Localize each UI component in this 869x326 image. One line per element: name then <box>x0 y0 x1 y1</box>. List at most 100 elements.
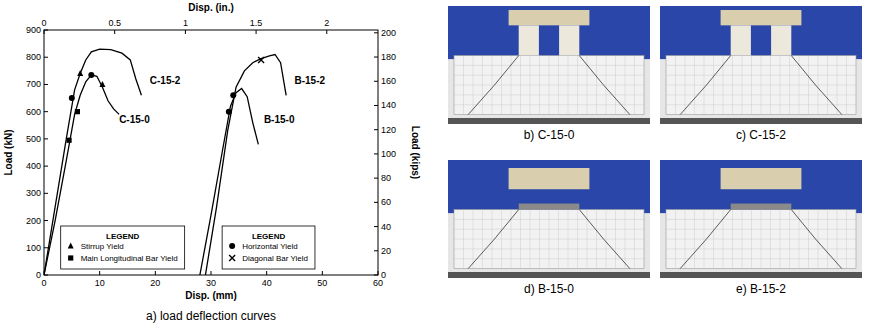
beam <box>666 56 856 115</box>
y2-tick <box>374 153 378 154</box>
x2-tick <box>256 30 257 34</box>
x-tick <box>155 271 156 275</box>
y2-tick-label: 80 <box>381 173 391 183</box>
yield-marker <box>66 138 71 143</box>
grid-line <box>666 219 856 220</box>
yield-marker <box>226 109 232 115</box>
y2-tick-label: 100 <box>381 149 396 159</box>
legend-label: Diagonal Bar Yield <box>242 254 308 263</box>
y-tick-label: 900 <box>26 25 41 35</box>
y2-tick <box>374 129 378 130</box>
load-frame <box>509 10 590 25</box>
x2-tick-label: 0 <box>41 18 46 28</box>
y-tick-label: 400 <box>26 161 41 171</box>
y2-tick <box>374 226 378 227</box>
y2-tick <box>374 178 378 179</box>
legend-box <box>222 226 315 269</box>
y2-tick-label: 180 <box>381 52 396 62</box>
legend: LEGENDStirrup YieldMain Longitudinal Bar… <box>61 226 185 269</box>
grid-line <box>454 258 644 259</box>
plot-frame <box>44 30 378 275</box>
grid-line <box>666 104 856 105</box>
grid-line <box>454 219 644 220</box>
crack <box>680 56 731 115</box>
y-tick-label: 300 <box>26 188 41 198</box>
specimen-photo: d) B-15-0 <box>448 160 650 296</box>
legend-title: LEGEND <box>252 232 286 241</box>
legend-marker <box>229 243 235 249</box>
floor <box>660 272 862 278</box>
load-post <box>731 25 751 55</box>
legend-marker <box>229 255 235 261</box>
yield-marker <box>230 92 236 98</box>
backdrop <box>448 160 650 213</box>
load-post <box>559 25 579 55</box>
grid-line <box>666 94 856 95</box>
curve-label: C-15-2 <box>150 75 181 86</box>
x-tick-label: 30 <box>206 278 216 288</box>
legend-label: Horizontal Yield <box>242 242 298 251</box>
grid-line <box>454 229 644 230</box>
x2-tick-label: 0.5 <box>108 18 121 28</box>
legend-box <box>61 226 185 269</box>
yield-marker <box>77 70 83 76</box>
x-tick <box>211 271 212 275</box>
y-tick <box>44 247 48 248</box>
crack <box>680 210 731 269</box>
x2-tick <box>326 30 327 34</box>
specimen-photo: b) C-15-0 <box>448 6 650 142</box>
grid-line <box>666 248 856 249</box>
grid-line <box>666 229 856 230</box>
specimen-photo: c) C-15-2 <box>660 6 862 142</box>
crack <box>468 56 519 115</box>
y-tick <box>44 84 48 85</box>
y2-tick-label: 140 <box>381 100 396 110</box>
y2-tick-label: 20 <box>381 246 391 256</box>
yield-marker <box>69 95 75 101</box>
y2-tick-label: 200 <box>381 28 396 38</box>
yield-marker <box>88 72 94 78</box>
x-tick <box>266 271 267 275</box>
grid-line <box>454 65 644 66</box>
crack <box>579 210 630 269</box>
grid-line <box>666 85 856 86</box>
crack <box>791 56 842 115</box>
y-tick <box>44 111 48 112</box>
photo-background <box>660 6 862 124</box>
x-tick-label: 20 <box>150 278 160 288</box>
photo-background <box>448 160 650 278</box>
y2-tick <box>374 202 378 203</box>
grid-line <box>666 75 856 76</box>
x2-tick <box>185 30 186 34</box>
x-tick-label: 10 <box>95 278 105 288</box>
grid-line <box>454 85 644 86</box>
y2-tick-label: 60 <box>381 197 391 207</box>
y-tick-label: 500 <box>26 134 41 144</box>
y-tick <box>44 166 48 167</box>
photo-caption: e) B-15-2 <box>736 282 786 296</box>
grid-line <box>666 65 856 66</box>
y-tick-label: 700 <box>26 79 41 89</box>
load-post <box>771 25 791 55</box>
photo-background <box>660 160 862 278</box>
load-frame <box>509 168 590 189</box>
beam <box>454 56 644 115</box>
backdrop <box>660 160 862 213</box>
legend-marker <box>68 255 73 260</box>
yield-marker <box>75 109 80 114</box>
photo-background <box>448 6 650 124</box>
yield-marker <box>99 81 105 87</box>
floor <box>448 272 650 278</box>
y2-tick-label: 160 <box>381 76 396 86</box>
y2-tick-label: 0 <box>381 270 386 280</box>
load-frame <box>721 168 802 189</box>
curve-label: B-15-0 <box>264 114 295 125</box>
x-tick-label: 0 <box>41 278 46 288</box>
y2-tick <box>374 32 378 33</box>
y-tick <box>44 193 48 194</box>
y-tick-label: 800 <box>26 52 41 62</box>
y-tick-label: 600 <box>26 107 41 117</box>
crack <box>791 210 842 269</box>
load-post <box>519 25 539 55</box>
y-axis-title: Load (kN) <box>3 129 14 175</box>
